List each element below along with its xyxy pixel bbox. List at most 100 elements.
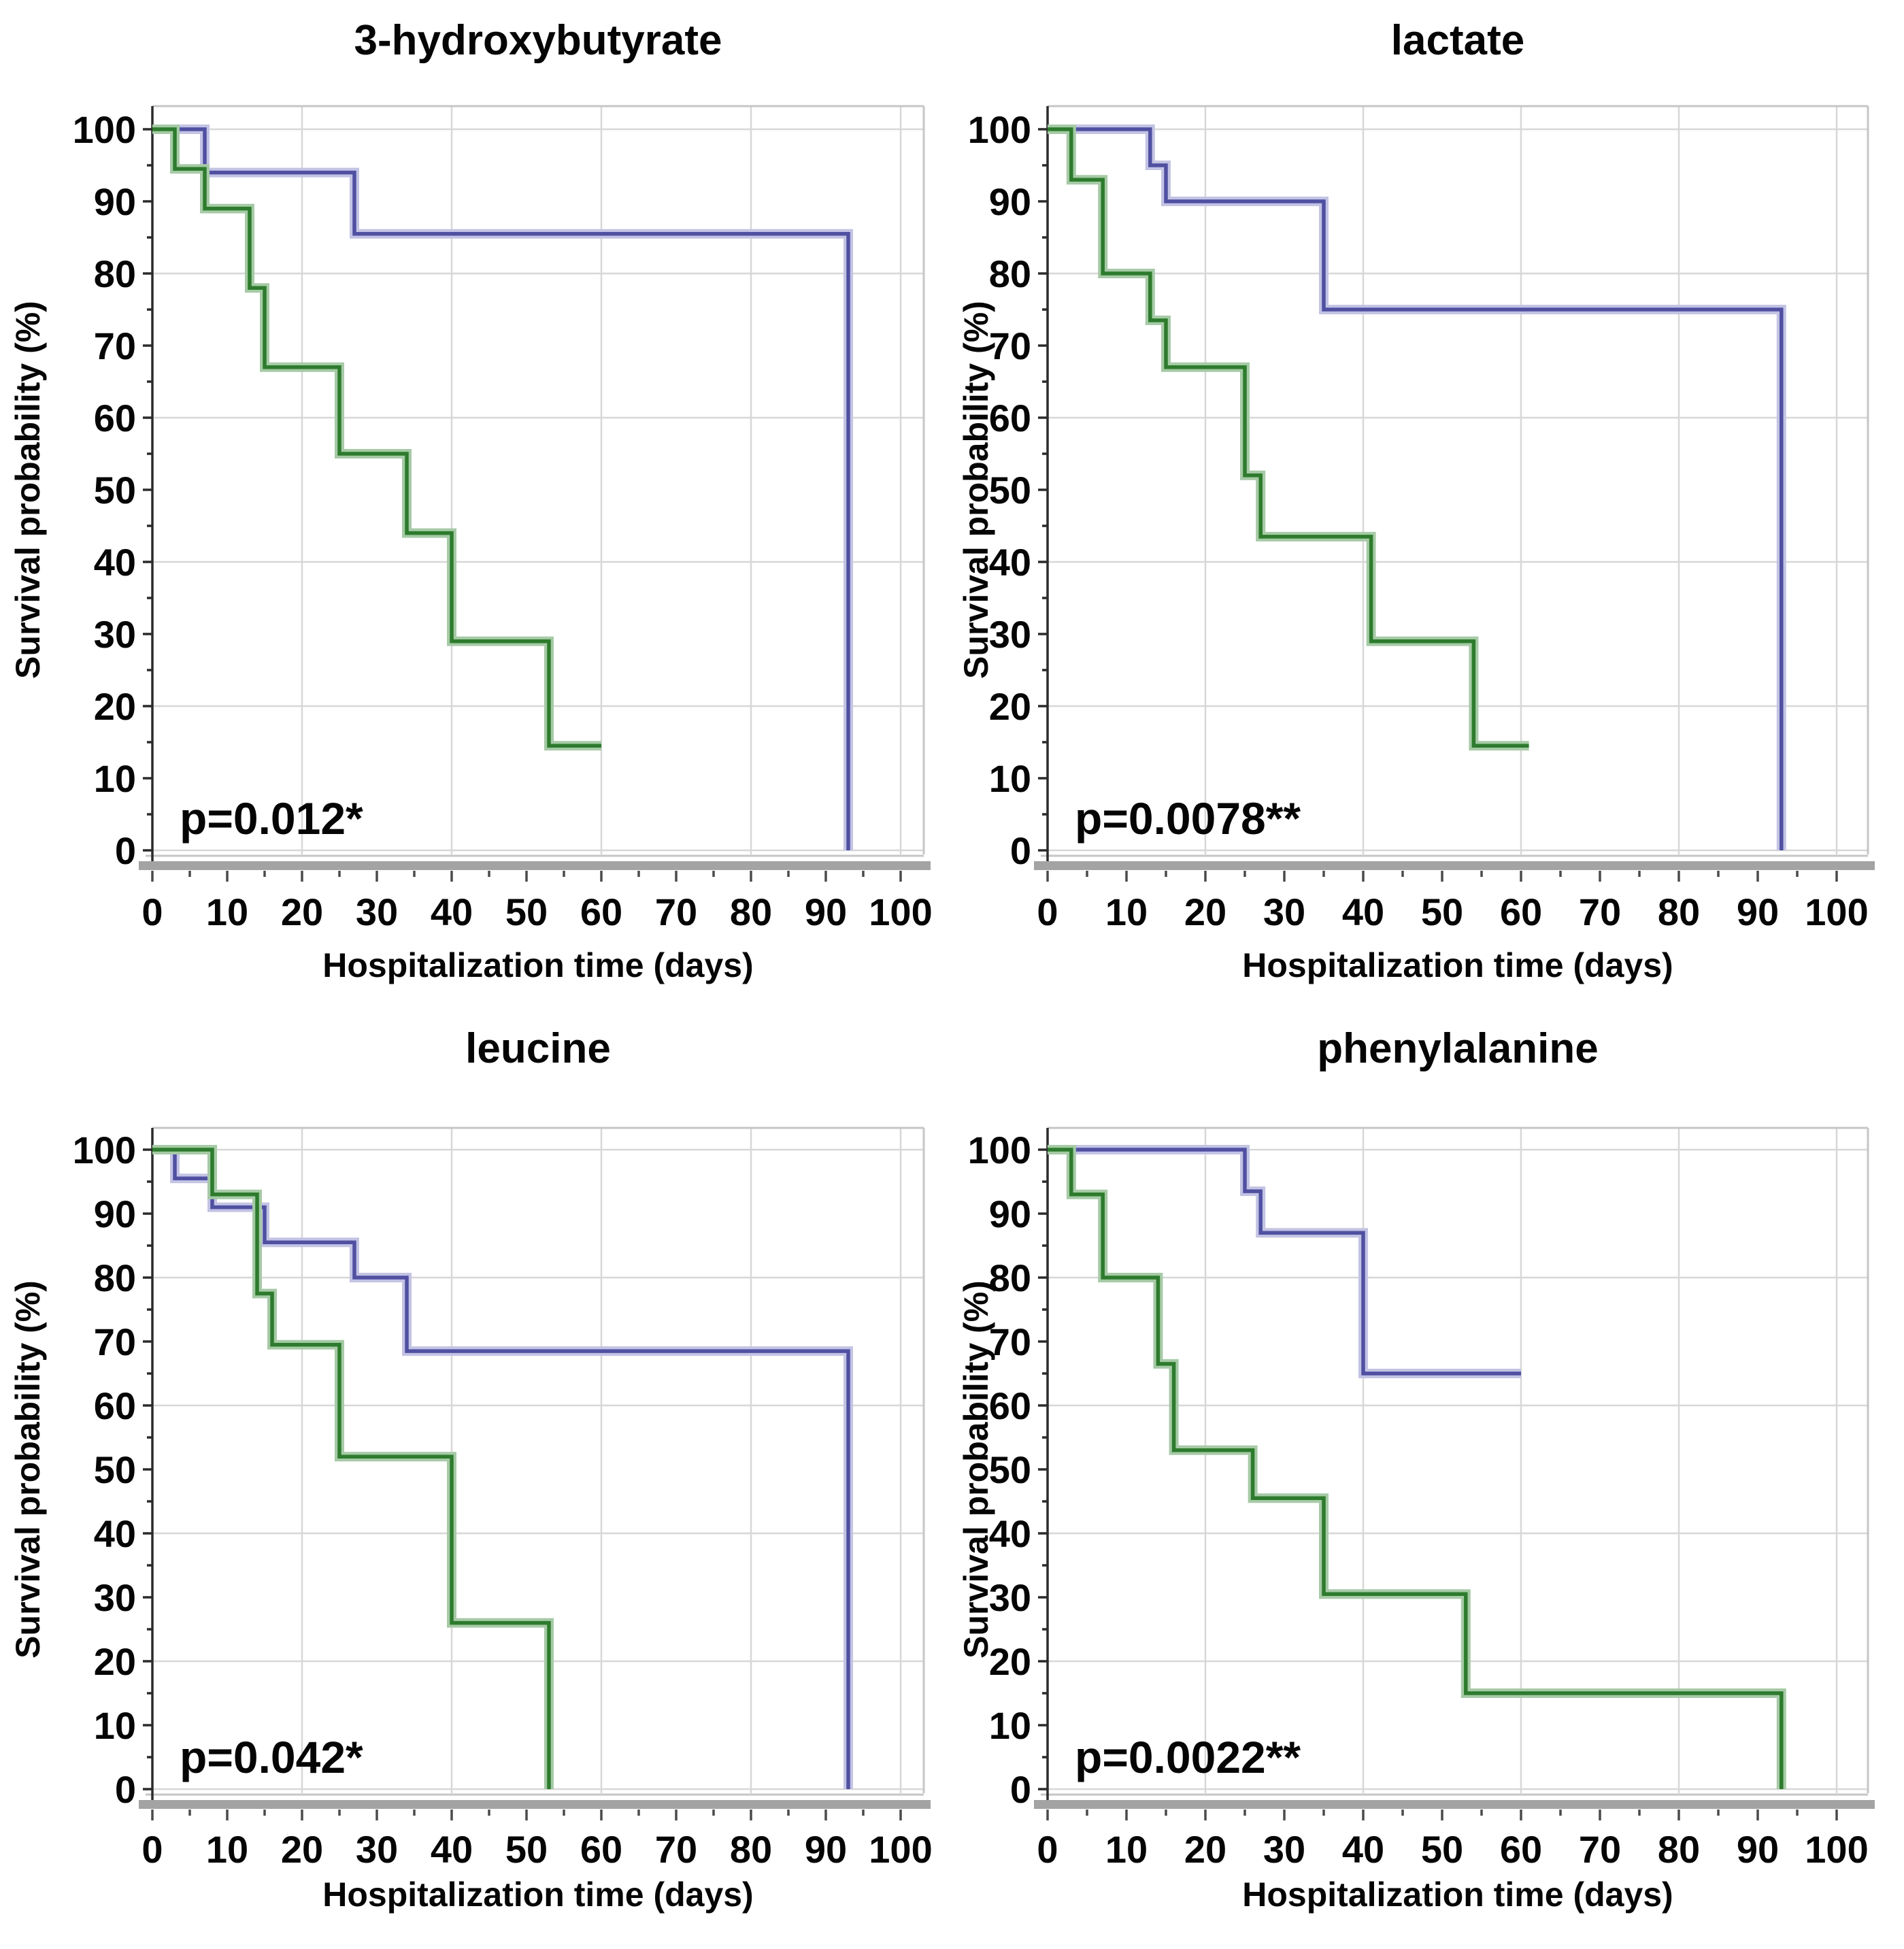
x-axis-bar — [139, 861, 931, 870]
x-tick-label: 70 — [655, 890, 697, 933]
y-tick-label: 40 — [94, 1512, 136, 1555]
chart-lactate: 0 10 20 30 40 50 60 70 80 90 100 0 10 20 30 40 50 60 70 80 9… — [957, 17, 1875, 984]
x-axis-bar — [1034, 1800, 1875, 1809]
y-tick-label: 30 — [989, 1576, 1031, 1619]
x-tick-label: 70 — [1579, 1828, 1621, 1871]
x-tick-label: 100 — [1805, 890, 1868, 933]
x-tick-label: 0 — [141, 890, 163, 933]
y-axis-label: Survival probability (%) — [9, 301, 47, 679]
y-tick-label: 70 — [94, 324, 136, 367]
y-tick-label: 50 — [94, 1448, 136, 1491]
survival-curve-blue — [1048, 127, 1784, 850]
y-tick-label: 90 — [989, 1193, 1031, 1235]
y-axis-label: Survival probability (%) — [957, 1280, 995, 1659]
x-axis-label: Hospitalization time (days) — [1242, 1876, 1673, 1914]
x-tick-label: 10 — [1105, 890, 1148, 933]
survival-curve-blue — [152, 127, 850, 850]
y-tick-label: 90 — [989, 180, 1031, 223]
x-tick-label: 90 — [1737, 890, 1779, 933]
x-axis-label: Hospitalization time (days) — [322, 946, 753, 984]
x-tick-label: 80 — [730, 1828, 772, 1871]
chart-title: leucine — [465, 1025, 611, 1072]
chart-title: phenylalanine — [1317, 1025, 1598, 1072]
x-tick-label: 80 — [1658, 890, 1700, 933]
x-tick-label: 20 — [1184, 890, 1226, 933]
x-tick-label: 80 — [730, 890, 772, 933]
y-tick-label: 20 — [989, 685, 1031, 728]
x-tick-label: 10 — [206, 890, 248, 933]
x-tick-label: 40 — [431, 890, 473, 933]
y-tick-label: 70 — [989, 324, 1031, 367]
y-tick-label: 30 — [94, 613, 136, 656]
x-tick-label: 100 — [1805, 1828, 1868, 1871]
y-tick-label: 60 — [94, 397, 136, 439]
x-tick-label: 0 — [1037, 890, 1058, 933]
x-tick-label: 70 — [655, 1828, 697, 1871]
x-tick-label: 90 — [805, 1828, 847, 1871]
p-value-label: p=0.0022** — [1075, 1732, 1301, 1782]
x-tick-label: 40 — [1342, 890, 1384, 933]
y-tick-label: 100 — [968, 108, 1031, 151]
x-tick-label: 0 — [141, 1828, 163, 1871]
x-tick-label: 30 — [1263, 890, 1305, 933]
y-axis-label: Survival probability (%) — [9, 1280, 47, 1659]
x-axis-bar — [139, 1800, 931, 1809]
x-tick-label: 20 — [281, 890, 323, 933]
y-tick-label: 30 — [94, 1576, 136, 1619]
x-tick-label: 90 — [805, 890, 847, 933]
y-tick-label: 20 — [94, 685, 136, 728]
x-tick-label: 50 — [1421, 1828, 1463, 1871]
y-tick-label: 10 — [989, 757, 1031, 800]
survival-curve-blue-halo — [1048, 124, 1786, 850]
p-value-label: p=0.0078** — [1075, 793, 1301, 844]
y-axis-label: Survival probability (%) — [957, 301, 995, 679]
survival-curve-blue — [152, 1148, 850, 1789]
chart-3-hydroxybutyrate: 0 10 20 30 40 50 60 70 80 90 100 0 10 20 30 40 50 60 70 80 9… — [9, 17, 933, 984]
x-tick-label: 50 — [505, 1828, 548, 1871]
x-tick-label: 50 — [1421, 890, 1463, 933]
y-tick-label: 80 — [94, 252, 136, 295]
y-tick-label: 40 — [989, 1512, 1031, 1555]
y-tick-label: 60 — [989, 397, 1031, 439]
x-tick-label: 100 — [869, 890, 932, 933]
y-tick-label: 50 — [989, 469, 1031, 512]
chart-leucine: 0 10 20 30 40 50 60 70 80 90 100 0 10 20 30 40 50 60 70 80 9… — [9, 1025, 933, 1914]
x-axis-bar — [1034, 861, 1875, 870]
x-tick-label: 70 — [1579, 890, 1621, 933]
chart-title: lactate — [1391, 17, 1524, 64]
y-tick-label: 20 — [989, 1640, 1031, 1683]
y-tick-label: 10 — [989, 1704, 1031, 1747]
x-tick-label: 40 — [1342, 1828, 1384, 1871]
y-tick-label: 20 — [94, 1640, 136, 1683]
y-tick-label: 40 — [989, 541, 1031, 584]
y-tick-label: 90 — [94, 1193, 136, 1235]
y-tick-label: 80 — [989, 252, 1031, 295]
survival-curve-green-halo — [152, 124, 601, 751]
x-tick-label: 30 — [1263, 1828, 1305, 1871]
y-tick-label: 60 — [94, 1384, 136, 1427]
y-tick-label: 100 — [968, 1129, 1031, 1171]
y-tick-label: 70 — [989, 1320, 1031, 1363]
x-axis-label: Hospitalization time (days) — [1242, 946, 1673, 984]
p-value-label: p=0.042* — [180, 1732, 363, 1782]
survival-curve-blue-halo — [152, 124, 853, 850]
x-tick-label: 60 — [1500, 1828, 1542, 1871]
x-tick-label: 0 — [1037, 1828, 1058, 1871]
x-tick-label: 30 — [356, 890, 398, 933]
survival-curve-green — [152, 127, 601, 748]
chart-title: 3-hydroxybutyrate — [354, 17, 722, 64]
survival-curve-green — [1048, 1148, 1784, 1789]
y-tick-label: 10 — [94, 757, 136, 800]
x-tick-label: 20 — [1184, 1828, 1226, 1871]
x-axis-label: Hospitalization time (days) — [322, 1876, 753, 1914]
y-tick-label: 60 — [989, 1384, 1031, 1427]
y-tick-label: 70 — [94, 1320, 136, 1363]
y-tick-label: 50 — [94, 469, 136, 512]
survival-curve-green — [1048, 127, 1529, 748]
x-tick-label: 20 — [281, 1828, 323, 1871]
y-tick-label: 30 — [989, 613, 1031, 656]
x-tick-label: 90 — [1737, 1828, 1779, 1871]
y-tick-label: 90 — [94, 180, 136, 223]
